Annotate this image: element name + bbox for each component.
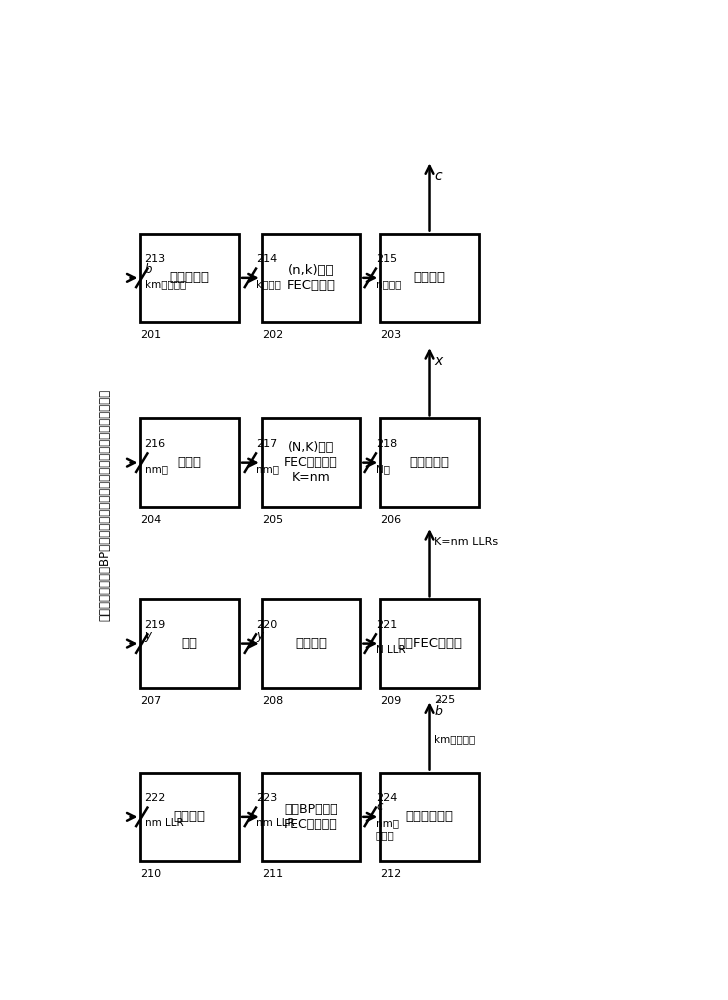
FancyBboxPatch shape [380, 234, 479, 322]
Text: 219: 219 [145, 620, 166, 630]
Text: n个符元: n个符元 [376, 279, 401, 289]
FancyBboxPatch shape [261, 234, 360, 322]
FancyBboxPatch shape [380, 599, 479, 688]
Text: 214: 214 [256, 254, 277, 264]
Text: 213: 213 [145, 254, 166, 264]
Text: 205: 205 [261, 515, 282, 525]
Text: 223: 223 [256, 793, 277, 803]
Text: 221: 221 [376, 620, 397, 630]
Text: 218: 218 [376, 439, 397, 449]
Text: 210: 210 [141, 869, 162, 879]
Text: 212: 212 [380, 869, 401, 879]
Text: 222: 222 [145, 793, 166, 803]
Text: 206: 206 [380, 515, 401, 525]
Text: 交错器: 交错器 [178, 456, 202, 469]
FancyBboxPatch shape [141, 234, 239, 322]
Text: 225: 225 [434, 695, 455, 705]
Text: 转换为位: 转换为位 [414, 271, 446, 284]
Text: nm位: nm位 [256, 464, 279, 474]
Text: nm LLR: nm LLR [145, 818, 183, 828]
Text: 提取信息部分: 提取信息部分 [405, 810, 454, 823]
Text: 209: 209 [380, 696, 401, 706]
Text: nm LLR: nm LLR [256, 818, 295, 828]
Text: 内部FEC解码器: 内部FEC解码器 [397, 637, 462, 650]
FancyBboxPatch shape [141, 599, 239, 688]
Text: 220: 220 [256, 620, 277, 630]
Text: b: b [145, 263, 152, 276]
Text: km个信息位: km个信息位 [434, 734, 475, 744]
Text: 解映射器: 解映射器 [295, 637, 327, 650]
FancyBboxPatch shape [380, 773, 479, 861]
Text: c: c [434, 169, 442, 183]
Text: 224: 224 [376, 793, 397, 803]
Text: K=nm LLRs: K=nm LLRs [434, 537, 498, 547]
FancyBboxPatch shape [261, 773, 360, 861]
Text: $\hat{c}$: $\hat{c}$ [376, 798, 384, 814]
Text: x: x [434, 354, 443, 368]
Text: 216: 216 [145, 439, 166, 449]
Text: 204: 204 [141, 515, 162, 525]
FancyBboxPatch shape [141, 773, 239, 861]
Text: km个信息位: km个信息位 [145, 279, 186, 289]
Text: y: y [256, 629, 263, 642]
Text: 基于BP的外部
FEC软解码器: 基于BP的外部 FEC软解码器 [284, 803, 338, 831]
Text: 转换为符元: 转换为符元 [170, 271, 210, 284]
Text: 215: 215 [376, 254, 397, 264]
Text: N位: N位 [376, 464, 390, 474]
Text: 203: 203 [380, 330, 401, 340]
Text: N LLR: N LLR [376, 645, 405, 655]
Text: $\hat{b}$: $\hat{b}$ [434, 700, 443, 719]
Text: 202: 202 [261, 330, 283, 340]
FancyBboxPatch shape [261, 599, 360, 688]
Text: 207: 207 [141, 696, 162, 706]
Text: (N,K)内部
FEC编码器，
K=nm: (N,K)内部 FEC编码器， K=nm [284, 441, 338, 484]
Text: k个符元: k个符元 [256, 279, 281, 289]
Text: nm个
解码位: nm个 解码位 [376, 818, 399, 840]
Text: (n,k)外部
FEC编码器: (n,k)外部 FEC编码器 [287, 264, 336, 292]
FancyBboxPatch shape [141, 418, 239, 507]
Text: 用于其中使用基于BP的软解码器对外部码进行解码的级联方案的系统模型: 用于其中使用基于BP的软解码器对外部码进行解码的级联方案的系统模型 [98, 389, 111, 621]
Text: nm位: nm位 [145, 464, 167, 474]
Text: 217: 217 [256, 439, 277, 449]
Text: 208: 208 [261, 696, 283, 706]
FancyBboxPatch shape [261, 418, 360, 507]
Text: 信道: 信道 [182, 637, 198, 650]
FancyBboxPatch shape [380, 418, 479, 507]
Text: 符元映射器: 符元映射器 [410, 456, 449, 469]
Text: y: y [145, 629, 151, 642]
Text: 211: 211 [261, 869, 282, 879]
Text: 201: 201 [141, 330, 162, 340]
Text: 解交错器: 解交错器 [174, 810, 206, 823]
